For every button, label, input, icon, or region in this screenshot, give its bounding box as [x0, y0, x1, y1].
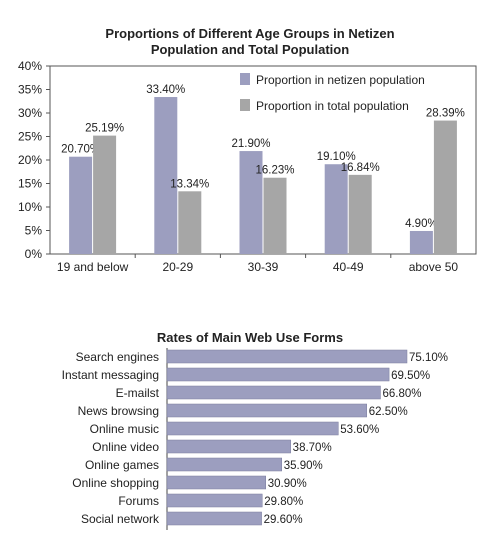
legend-swatch	[240, 99, 250, 111]
bar-netizen	[239, 151, 263, 254]
chart1-title-line1: Proportions of Different Age Groups in N…	[105, 26, 395, 41]
category-label: Online shopping	[72, 476, 159, 490]
data-label: 30.90%	[268, 478, 307, 490]
bar	[166, 439, 291, 454]
data-label: 4.90%	[405, 218, 438, 230]
legend-label: Proportion in netizen population	[256, 73, 425, 87]
bar	[166, 475, 266, 490]
chart2-title: Rates of Main Web Use Forms	[156, 330, 344, 345]
y-tick-label: 20%	[18, 153, 42, 167]
y-tick-label: 30%	[18, 106, 42, 120]
data-label: 29.80%	[264, 496, 303, 508]
data-label: 13.34%	[170, 178, 209, 190]
x-tick-label: 30-39	[248, 260, 279, 274]
data-label: 35.90%	[284, 460, 323, 472]
category-label: News browsing	[78, 404, 159, 418]
y-tick-label: 35%	[18, 83, 42, 97]
bar-total	[433, 120, 457, 254]
y-tick-label: 15%	[18, 177, 42, 191]
bar-total	[178, 191, 202, 254]
data-label: 62.50%	[369, 406, 408, 418]
y-tick-label: 25%	[18, 130, 42, 144]
bar	[166, 385, 381, 400]
chart1-title-line2: Population and Total Population	[150, 42, 350, 57]
bar	[166, 493, 263, 508]
bar	[166, 403, 367, 418]
data-label: 69.50%	[391, 370, 430, 382]
x-tick-label: 19 and below	[57, 260, 129, 274]
category-label: Online music	[90, 422, 159, 436]
x-tick-label: 40-49	[333, 260, 364, 274]
x-tick-label: 20-29	[162, 260, 193, 274]
data-label: 53.60%	[340, 424, 379, 436]
category-label: Online games	[85, 458, 159, 472]
category-label: Online video	[92, 440, 159, 454]
x-tick-label: above 50	[409, 260, 459, 274]
bar-total	[93, 135, 117, 254]
data-label: 20.70%	[61, 144, 100, 156]
data-label: 66.80%	[382, 388, 421, 400]
bar	[166, 457, 282, 472]
data-label: 21.90%	[231, 138, 270, 150]
category-label: Search engines	[76, 350, 159, 364]
data-label: 33.40%	[146, 84, 185, 96]
bar-netizen	[324, 164, 348, 254]
bar	[166, 511, 262, 526]
legend-swatch	[240, 73, 250, 85]
data-label: 38.70%	[293, 442, 332, 454]
category-label: Forums	[118, 494, 159, 508]
y-tick-label: 40%	[18, 59, 42, 73]
data-label: 28.39%	[426, 108, 465, 120]
age-group-bar-chart: 0% 5% 10% 15% 20% 25% 30% 35% 40% 19 and below 20.…	[18, 59, 477, 274]
category-label: Instant messaging	[62, 368, 159, 382]
bar-total	[263, 177, 287, 254]
y-tick-label: 10%	[18, 200, 42, 214]
bar-netizen	[69, 156, 93, 254]
bar-netizen	[409, 230, 433, 254]
category-label: Social network	[81, 512, 160, 526]
legend-label: Proportion in total population	[256, 99, 409, 113]
category-label: E-mailst	[116, 386, 160, 400]
data-label: 16.84%	[341, 162, 380, 174]
bar-total	[348, 174, 372, 254]
y-tick-label: 0%	[25, 247, 43, 261]
data-label: 25.19%	[85, 123, 124, 135]
bar	[166, 367, 390, 382]
data-label: 75.10%	[409, 352, 448, 364]
data-label: 29.60%	[264, 514, 303, 526]
data-label: 19.10%	[317, 151, 356, 163]
data-label: 16.23%	[255, 165, 294, 177]
y-tick-label: 5%	[25, 224, 43, 238]
bar	[166, 421, 339, 436]
bar	[166, 349, 408, 364]
bar-netizen	[154, 97, 178, 255]
